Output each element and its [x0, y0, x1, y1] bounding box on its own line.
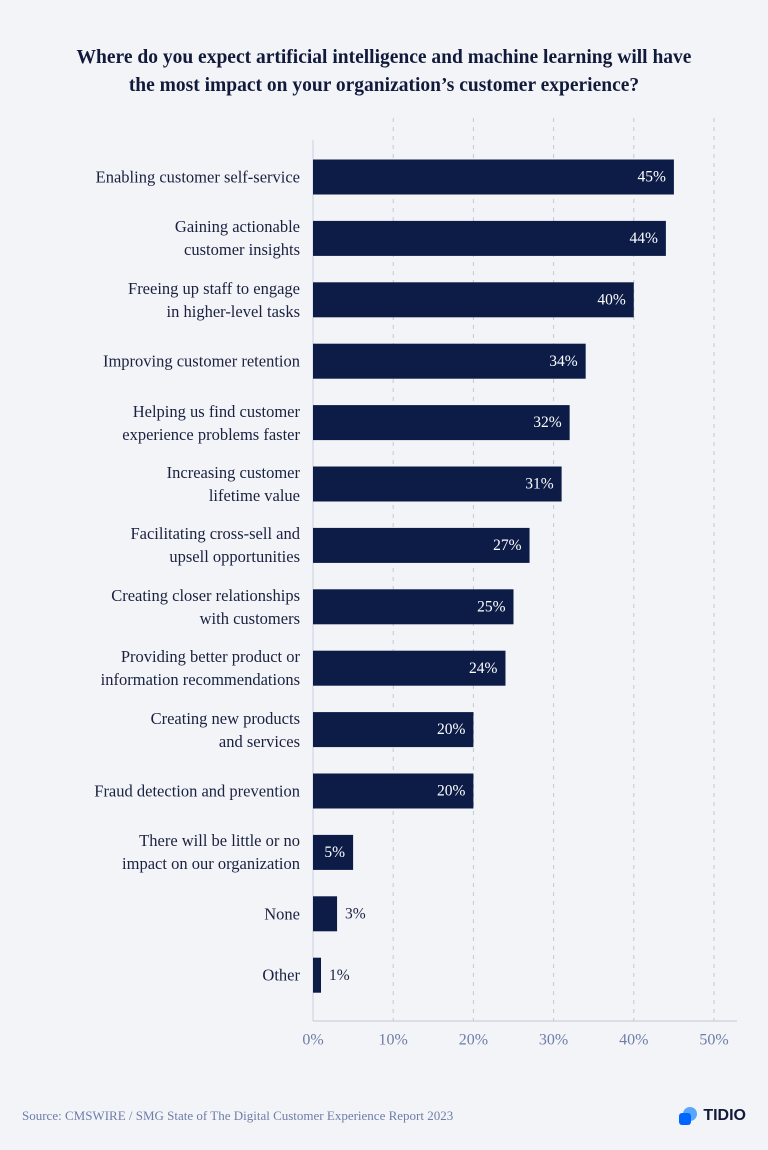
brand-name: TIDIO — [703, 1107, 746, 1124]
source-note: Source: CMSWIRE / SMG State of The Digit… — [22, 1108, 454, 1123]
category-label: Enabling customer self-service — [95, 167, 300, 187]
logo-icon — [679, 1107, 698, 1125]
value-label: 32% — [533, 414, 562, 431]
category-label: There will be little or no impact on our… — [122, 831, 300, 874]
x-tick-label: 10% — [379, 1032, 408, 1049]
x-tick-label: 30% — [539, 1032, 568, 1049]
brand-logo: TIDIO — [677, 1105, 746, 1127]
x-tick-label: 20% — [459, 1032, 488, 1049]
category-label: Facilitating cross-sell and upsell oppor… — [130, 524, 300, 567]
bar — [313, 405, 570, 441]
bar — [313, 527, 530, 563]
bar — [313, 589, 514, 625]
x-tick-label: 40% — [619, 1032, 648, 1049]
value-label: 40% — [597, 291, 626, 308]
bar — [313, 343, 586, 379]
value-label: 25% — [477, 598, 506, 615]
category-label: Improving customer retention — [102, 351, 300, 371]
value-label: 44% — [629, 230, 658, 247]
category-label: Creating closer relationships with custo… — [111, 585, 300, 628]
category-label: Gaining actionable customer insights — [174, 217, 300, 260]
category-label: Freeing up staff to engage in higher-lev… — [128, 278, 300, 321]
category-label: Creating new products and services — [150, 708, 300, 751]
value-label: 1% — [329, 967, 350, 984]
value-label: 34% — [549, 353, 578, 370]
bar — [313, 896, 338, 932]
bar — [313, 712, 474, 748]
bar — [313, 220, 666, 256]
bar — [313, 650, 506, 686]
category-label: Providing better product or information … — [100, 647, 300, 690]
value-label: 5% — [324, 844, 345, 861]
value-label: 31% — [525, 476, 554, 493]
x-tick-label: 0% — [302, 1032, 323, 1049]
bar — [313, 834, 354, 870]
chart-title: Where do you expect artificial intellige… — [76, 47, 692, 96]
value-label: 24% — [469, 660, 498, 677]
value-label: 3% — [345, 905, 366, 922]
bar — [313, 466, 562, 502]
bar — [313, 159, 674, 195]
category-label: Fraud detection and prevention — [94, 781, 300, 801]
value-label: 27% — [493, 537, 522, 554]
value-label: 45% — [637, 169, 666, 186]
bar — [313, 773, 474, 809]
category-label: None — [264, 904, 300, 924]
category-label: Helping us find customer experience prob… — [122, 401, 300, 444]
bar — [313, 957, 322, 993]
category-label: Increasing customer lifetime value — [166, 463, 300, 505]
category-label: Other — [262, 965, 300, 985]
value-label: 20% — [437, 721, 466, 738]
bar — [313, 282, 634, 318]
value-label: 20% — [437, 783, 466, 800]
x-tick-label: 50% — [699, 1032, 728, 1049]
